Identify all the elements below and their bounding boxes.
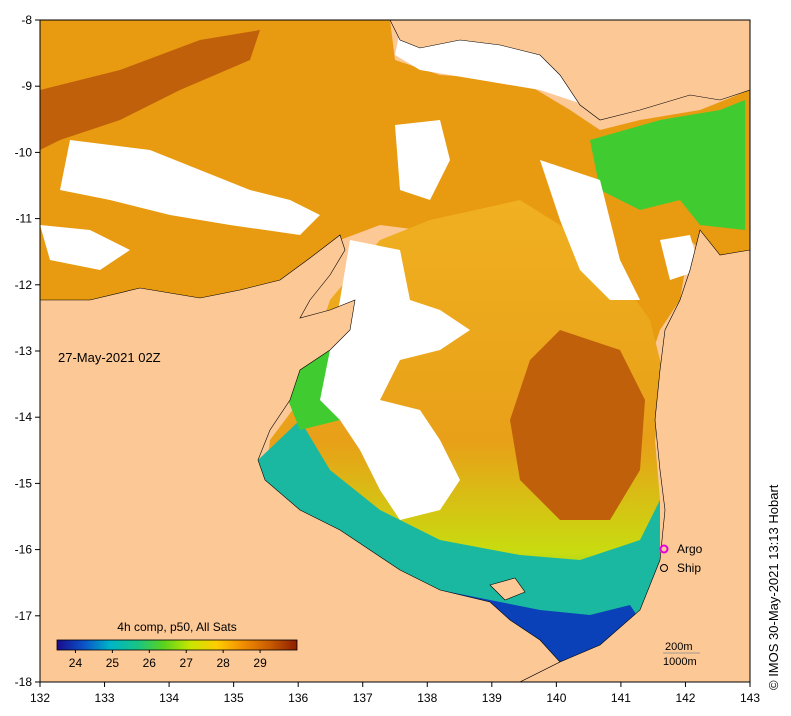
lon-tick-label: 143 bbox=[740, 691, 760, 705]
lon-tick-label: 142 bbox=[675, 691, 695, 705]
cape-york-land bbox=[519, 229, 750, 682]
colorbar-ticks: 24 25 26 27 28 29 bbox=[69, 650, 267, 670]
ship-label: Ship bbox=[677, 561, 701, 575]
cool-coastal-band bbox=[258, 420, 660, 655]
colorbar-tick-label: 24 bbox=[69, 656, 83, 670]
lat-tick-label: -11 bbox=[16, 212, 33, 226]
lon-tick-label: 136 bbox=[288, 691, 308, 705]
green-sst-east bbox=[590, 100, 745, 230]
lat-tick-label: -9 bbox=[21, 79, 32, 93]
latitude-axis: -8 -9 -10 -11 -12 -13 -14 -15 -16 -17 -18 bbox=[15, 13, 40, 689]
lon-tick-label: 133 bbox=[95, 691, 115, 705]
lon-tick-label: 132 bbox=[30, 691, 50, 705]
lat-tick-label: -8 bbox=[21, 13, 32, 27]
observation-legend: Argo Ship bbox=[659, 542, 703, 575]
lat-tick-label: -12 bbox=[15, 278, 33, 292]
lon-tick-label: 138 bbox=[417, 691, 437, 705]
lat-tick-label: -16 bbox=[15, 543, 33, 557]
contour-1000m-label: 1000m bbox=[663, 656, 697, 668]
contour-legend: 200m 1000m bbox=[663, 641, 700, 668]
lon-tick-label: 134 bbox=[159, 691, 179, 705]
lon-tick-label: 140 bbox=[546, 691, 566, 705]
lon-tick-label: 137 bbox=[353, 691, 373, 705]
contour-200m-label: 200m bbox=[665, 641, 693, 653]
colorbar bbox=[56, 639, 298, 651]
hot-sst-patch bbox=[40, 30, 260, 150]
composite-label: 4h comp, p50, All Sats bbox=[117, 620, 236, 634]
top-end-land bbox=[40, 234, 561, 682]
lat-tick-label: -14 bbox=[15, 410, 33, 424]
colorbar-tick-label: 29 bbox=[253, 656, 267, 670]
lon-tick-label: 135 bbox=[224, 691, 244, 705]
plot-area bbox=[40, 20, 750, 682]
lat-tick-label: -13 bbox=[15, 344, 33, 358]
new-guinea-land bbox=[389, 20, 750, 121]
colorbar-tick-label: 27 bbox=[180, 656, 194, 670]
argo-marker-icon bbox=[659, 544, 669, 554]
gulf-hot-core bbox=[510, 330, 645, 520]
lat-tick-label: -15 bbox=[15, 476, 33, 490]
timestamp-label: 27-May-2021 02Z bbox=[58, 350, 161, 365]
lat-tick-label: -17 bbox=[15, 609, 33, 623]
colorbar-tick-label: 25 bbox=[106, 656, 120, 670]
argo-label: Argo bbox=[677, 542, 703, 556]
lon-tick-label: 141 bbox=[611, 691, 631, 705]
longitude-axis: 132 133 134 135 136 137 138 139 140 141 142 143 bbox=[30, 682, 760, 705]
credit-label: © IMOS 30-May-2021 13:13 Hobart bbox=[766, 484, 781, 690]
colorbar-tick-label: 26 bbox=[143, 656, 157, 670]
colorbar-tick-label: 28 bbox=[216, 656, 230, 670]
lat-tick-label: -18 bbox=[15, 675, 33, 689]
mornington-island bbox=[489, 577, 526, 601]
lat-tick-label: -10 bbox=[15, 145, 33, 159]
ship-marker-icon bbox=[660, 564, 668, 572]
lon-tick-label: 139 bbox=[482, 691, 502, 705]
